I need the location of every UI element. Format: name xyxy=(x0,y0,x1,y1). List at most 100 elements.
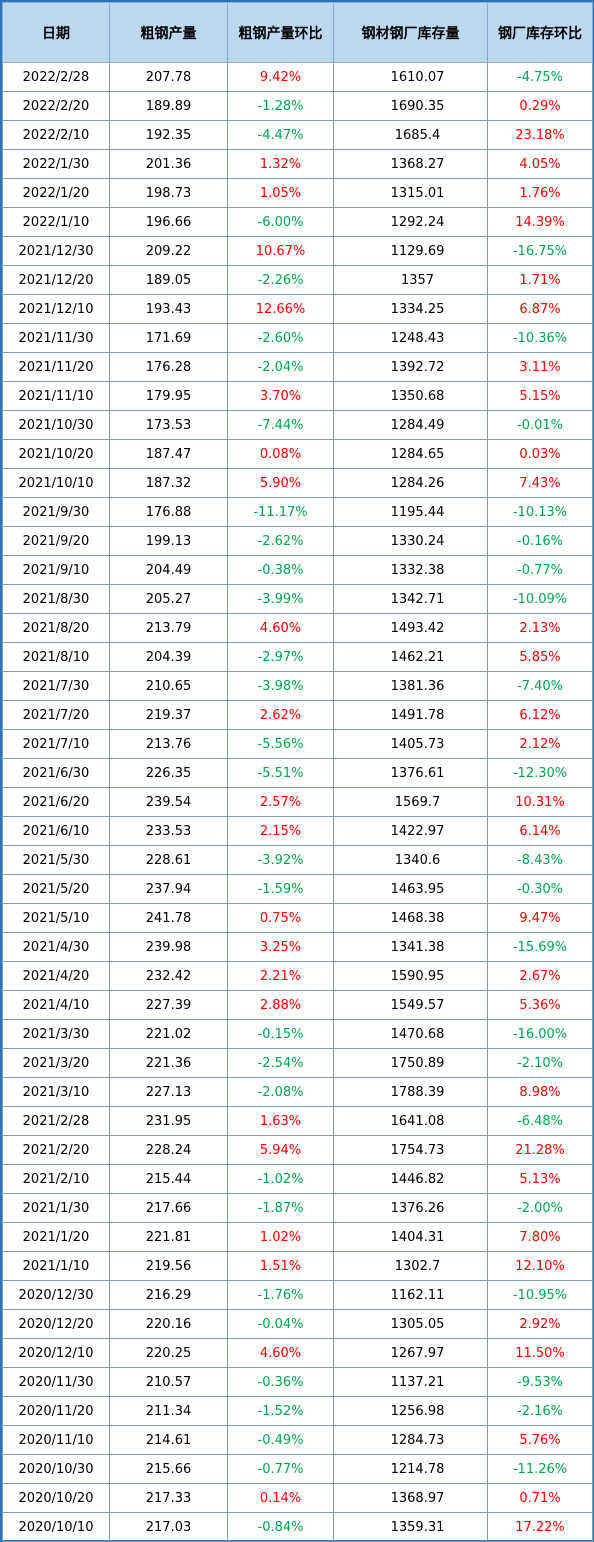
mill-inventory-cell[interactable]: 1470.68 xyxy=(333,1019,488,1049)
mill-inventory-mom-cell[interactable]: -2.10% xyxy=(487,1048,593,1078)
crude-steel-output-mom-cell[interactable]: 10.67% xyxy=(227,236,334,266)
crude-steel-output-cell[interactable]: 216.29 xyxy=(109,1280,228,1310)
mill-inventory-cell[interactable]: 1359.31 xyxy=(333,1512,488,1542)
crude-steel-output-mom-cell[interactable]: 1.51% xyxy=(227,1251,334,1281)
crude-steel-output-mom-cell[interactable]: -0.84% xyxy=(227,1512,334,1542)
mill-inventory-mom-cell[interactable]: 0.29% xyxy=(487,91,593,121)
date-cell[interactable]: 2021/6/20 xyxy=(2,787,110,817)
crude-steel-output-cell[interactable]: 221.02 xyxy=(109,1019,228,1049)
crude-steel-output-cell[interactable]: 232.42 xyxy=(109,961,228,991)
date-cell[interactable]: 2021/9/10 xyxy=(2,555,110,585)
crude-steel-output-cell[interactable]: 171.69 xyxy=(109,323,228,353)
mill-inventory-cell[interactable]: 1368.97 xyxy=(333,1483,488,1513)
date-cell[interactable]: 2021/2/10 xyxy=(2,1164,110,1194)
date-cell[interactable]: 2021/11/10 xyxy=(2,381,110,411)
crude-steel-output-mom-cell[interactable]: -0.49% xyxy=(227,1425,334,1455)
crude-steel-output-mom-cell[interactable]: -0.77% xyxy=(227,1454,334,1484)
mill-inventory-cell[interactable]: 1569.7 xyxy=(333,787,488,817)
mill-inventory-cell[interactable]: 1463.95 xyxy=(333,874,488,904)
date-cell[interactable]: 2021/8/20 xyxy=(2,613,110,643)
mill-inventory-cell[interactable]: 1376.61 xyxy=(333,758,488,788)
crude-steel-output-cell[interactable]: 219.37 xyxy=(109,700,228,730)
crude-steel-output-cell[interactable]: 227.13 xyxy=(109,1077,228,1107)
crude-steel-output-cell[interactable]: 176.28 xyxy=(109,352,228,382)
date-cell[interactable]: 2020/10/10 xyxy=(2,1512,110,1542)
mill-inventory-mom-cell[interactable]: 6.14% xyxy=(487,816,593,846)
crude-steel-output-cell[interactable]: 211.34 xyxy=(109,1396,228,1426)
mill-inventory-mom-cell[interactable]: 5.13% xyxy=(487,1164,593,1194)
mill-inventory-cell[interactable]: 1292.24 xyxy=(333,207,488,237)
mill-inventory-mom-cell[interactable]: 2.13% xyxy=(487,613,593,643)
date-cell[interactable]: 2021/7/30 xyxy=(2,671,110,701)
mill-inventory-cell[interactable]: 1256.98 xyxy=(333,1396,488,1426)
crude-steel-output-cell[interactable]: 237.94 xyxy=(109,874,228,904)
crude-steel-output-cell[interactable]: 196.66 xyxy=(109,207,228,237)
crude-steel-output-mom-cell[interactable]: -1.59% xyxy=(227,874,334,904)
mill-inventory-mom-cell[interactable]: -0.01% xyxy=(487,410,593,440)
crude-steel-output-cell[interactable]: 217.33 xyxy=(109,1483,228,1513)
date-cell[interactable]: 2021/2/28 xyxy=(2,1106,110,1136)
mill-inventory-cell[interactable]: 1468.38 xyxy=(333,903,488,933)
crude-steel-output-cell[interactable]: 213.79 xyxy=(109,613,228,643)
mill-inventory-cell[interactable]: 1248.43 xyxy=(333,323,488,353)
mill-inventory-mom-cell[interactable]: 7.80% xyxy=(487,1222,593,1252)
mill-inventory-mom-cell[interactable]: 14.39% xyxy=(487,207,593,237)
mill-inventory-mom-cell[interactable]: -10.95% xyxy=(487,1280,593,1310)
crude-steel-output-mom-cell[interactable]: -11.17% xyxy=(227,497,334,527)
date-cell[interactable]: 2021/4/10 xyxy=(2,990,110,1020)
crude-steel-output-cell[interactable]: 239.98 xyxy=(109,932,228,962)
mill-inventory-cell[interactable]: 1392.72 xyxy=(333,352,488,382)
crude-steel-output-mom-cell[interactable]: -1.76% xyxy=(227,1280,334,1310)
mill-inventory-mom-cell[interactable]: 9.47% xyxy=(487,903,593,933)
date-cell[interactable]: 2021/5/20 xyxy=(2,874,110,904)
date-cell[interactable]: 2022/1/20 xyxy=(2,178,110,208)
crude-steel-output-mom-cell[interactable]: 2.62% xyxy=(227,700,334,730)
crude-steel-output-mom-cell[interactable]: 1.02% xyxy=(227,1222,334,1252)
mill-inventory-mom-cell[interactable]: -4.75% xyxy=(487,62,593,92)
mill-inventory-mom-cell[interactable]: -2.00% xyxy=(487,1193,593,1223)
date-cell[interactable]: 2021/3/20 xyxy=(2,1048,110,1078)
date-cell[interactable]: 2022/2/28 xyxy=(2,62,110,92)
mill-inventory-mom-cell[interactable]: 5.76% xyxy=(487,1425,593,1455)
crude-steel-output-mom-cell[interactable]: -1.28% xyxy=(227,91,334,121)
date-cell[interactable]: 2021/1/20 xyxy=(2,1222,110,1252)
date-cell[interactable]: 2022/2/20 xyxy=(2,91,110,121)
date-cell[interactable]: 2020/12/10 xyxy=(2,1338,110,1368)
mill-inventory-cell[interactable]: 1422.97 xyxy=(333,816,488,846)
crude-steel-output-mom-cell[interactable]: 5.94% xyxy=(227,1135,334,1165)
mill-inventory-mom-cell[interactable]: -10.13% xyxy=(487,497,593,527)
mill-inventory-cell[interactable]: 1788.39 xyxy=(333,1077,488,1107)
crude-steel-output-cell[interactable]: 176.88 xyxy=(109,497,228,527)
crude-steel-output-cell[interactable]: 233.53 xyxy=(109,816,228,846)
mill-inventory-cell[interactable]: 1284.26 xyxy=(333,468,488,498)
crude-steel-output-mom-cell[interactable]: 3.70% xyxy=(227,381,334,411)
mill-inventory-cell[interactable]: 1491.78 xyxy=(333,700,488,730)
mill-inventory-mom-cell[interactable]: 5.15% xyxy=(487,381,593,411)
crude-steel-output-cell[interactable]: 204.49 xyxy=(109,555,228,585)
date-cell[interactable]: 2021/3/10 xyxy=(2,1077,110,1107)
crude-steel-output-cell[interactable]: 210.57 xyxy=(109,1367,228,1397)
crude-steel-output-mom-cell[interactable]: -2.26% xyxy=(227,265,334,295)
mill-inventory-cell[interactable]: 1305.05 xyxy=(333,1309,488,1339)
mill-inventory-cell[interactable]: 1284.73 xyxy=(333,1425,488,1455)
crude-steel-output-cell[interactable]: 205.27 xyxy=(109,584,228,614)
crude-steel-output-mom-cell[interactable]: 4.60% xyxy=(227,1338,334,1368)
crude-steel-output-cell[interactable]: 215.66 xyxy=(109,1454,228,1484)
mill-inventory-cell[interactable]: 1267.97 xyxy=(333,1338,488,1368)
crude-steel-output-cell[interactable]: 173.53 xyxy=(109,410,228,440)
header-crude-steel-output[interactable]: 粗钢产量 xyxy=(109,2,228,63)
crude-steel-output-mom-cell[interactable]: -0.04% xyxy=(227,1309,334,1339)
mill-inventory-mom-cell[interactable]: 2.67% xyxy=(487,961,593,991)
crude-steel-output-cell[interactable]: 241.78 xyxy=(109,903,228,933)
mill-inventory-mom-cell[interactable]: 5.36% xyxy=(487,990,593,1020)
crude-steel-output-cell[interactable]: 228.61 xyxy=(109,845,228,875)
crude-steel-output-mom-cell[interactable]: -1.87% xyxy=(227,1193,334,1223)
crude-steel-output-cell[interactable]: 213.76 xyxy=(109,729,228,759)
date-cell[interactable]: 2021/7/10 xyxy=(2,729,110,759)
mill-inventory-cell[interactable]: 1381.36 xyxy=(333,671,488,701)
crude-steel-output-mom-cell[interactable]: -2.97% xyxy=(227,642,334,672)
header-crude-steel-output-mom[interactable]: 粗钢产量环比 xyxy=(227,2,334,63)
mill-inventory-cell[interactable]: 1315.01 xyxy=(333,178,488,208)
crude-steel-output-cell[interactable]: 227.39 xyxy=(109,990,228,1020)
crude-steel-output-cell[interactable]: 199.13 xyxy=(109,526,228,556)
